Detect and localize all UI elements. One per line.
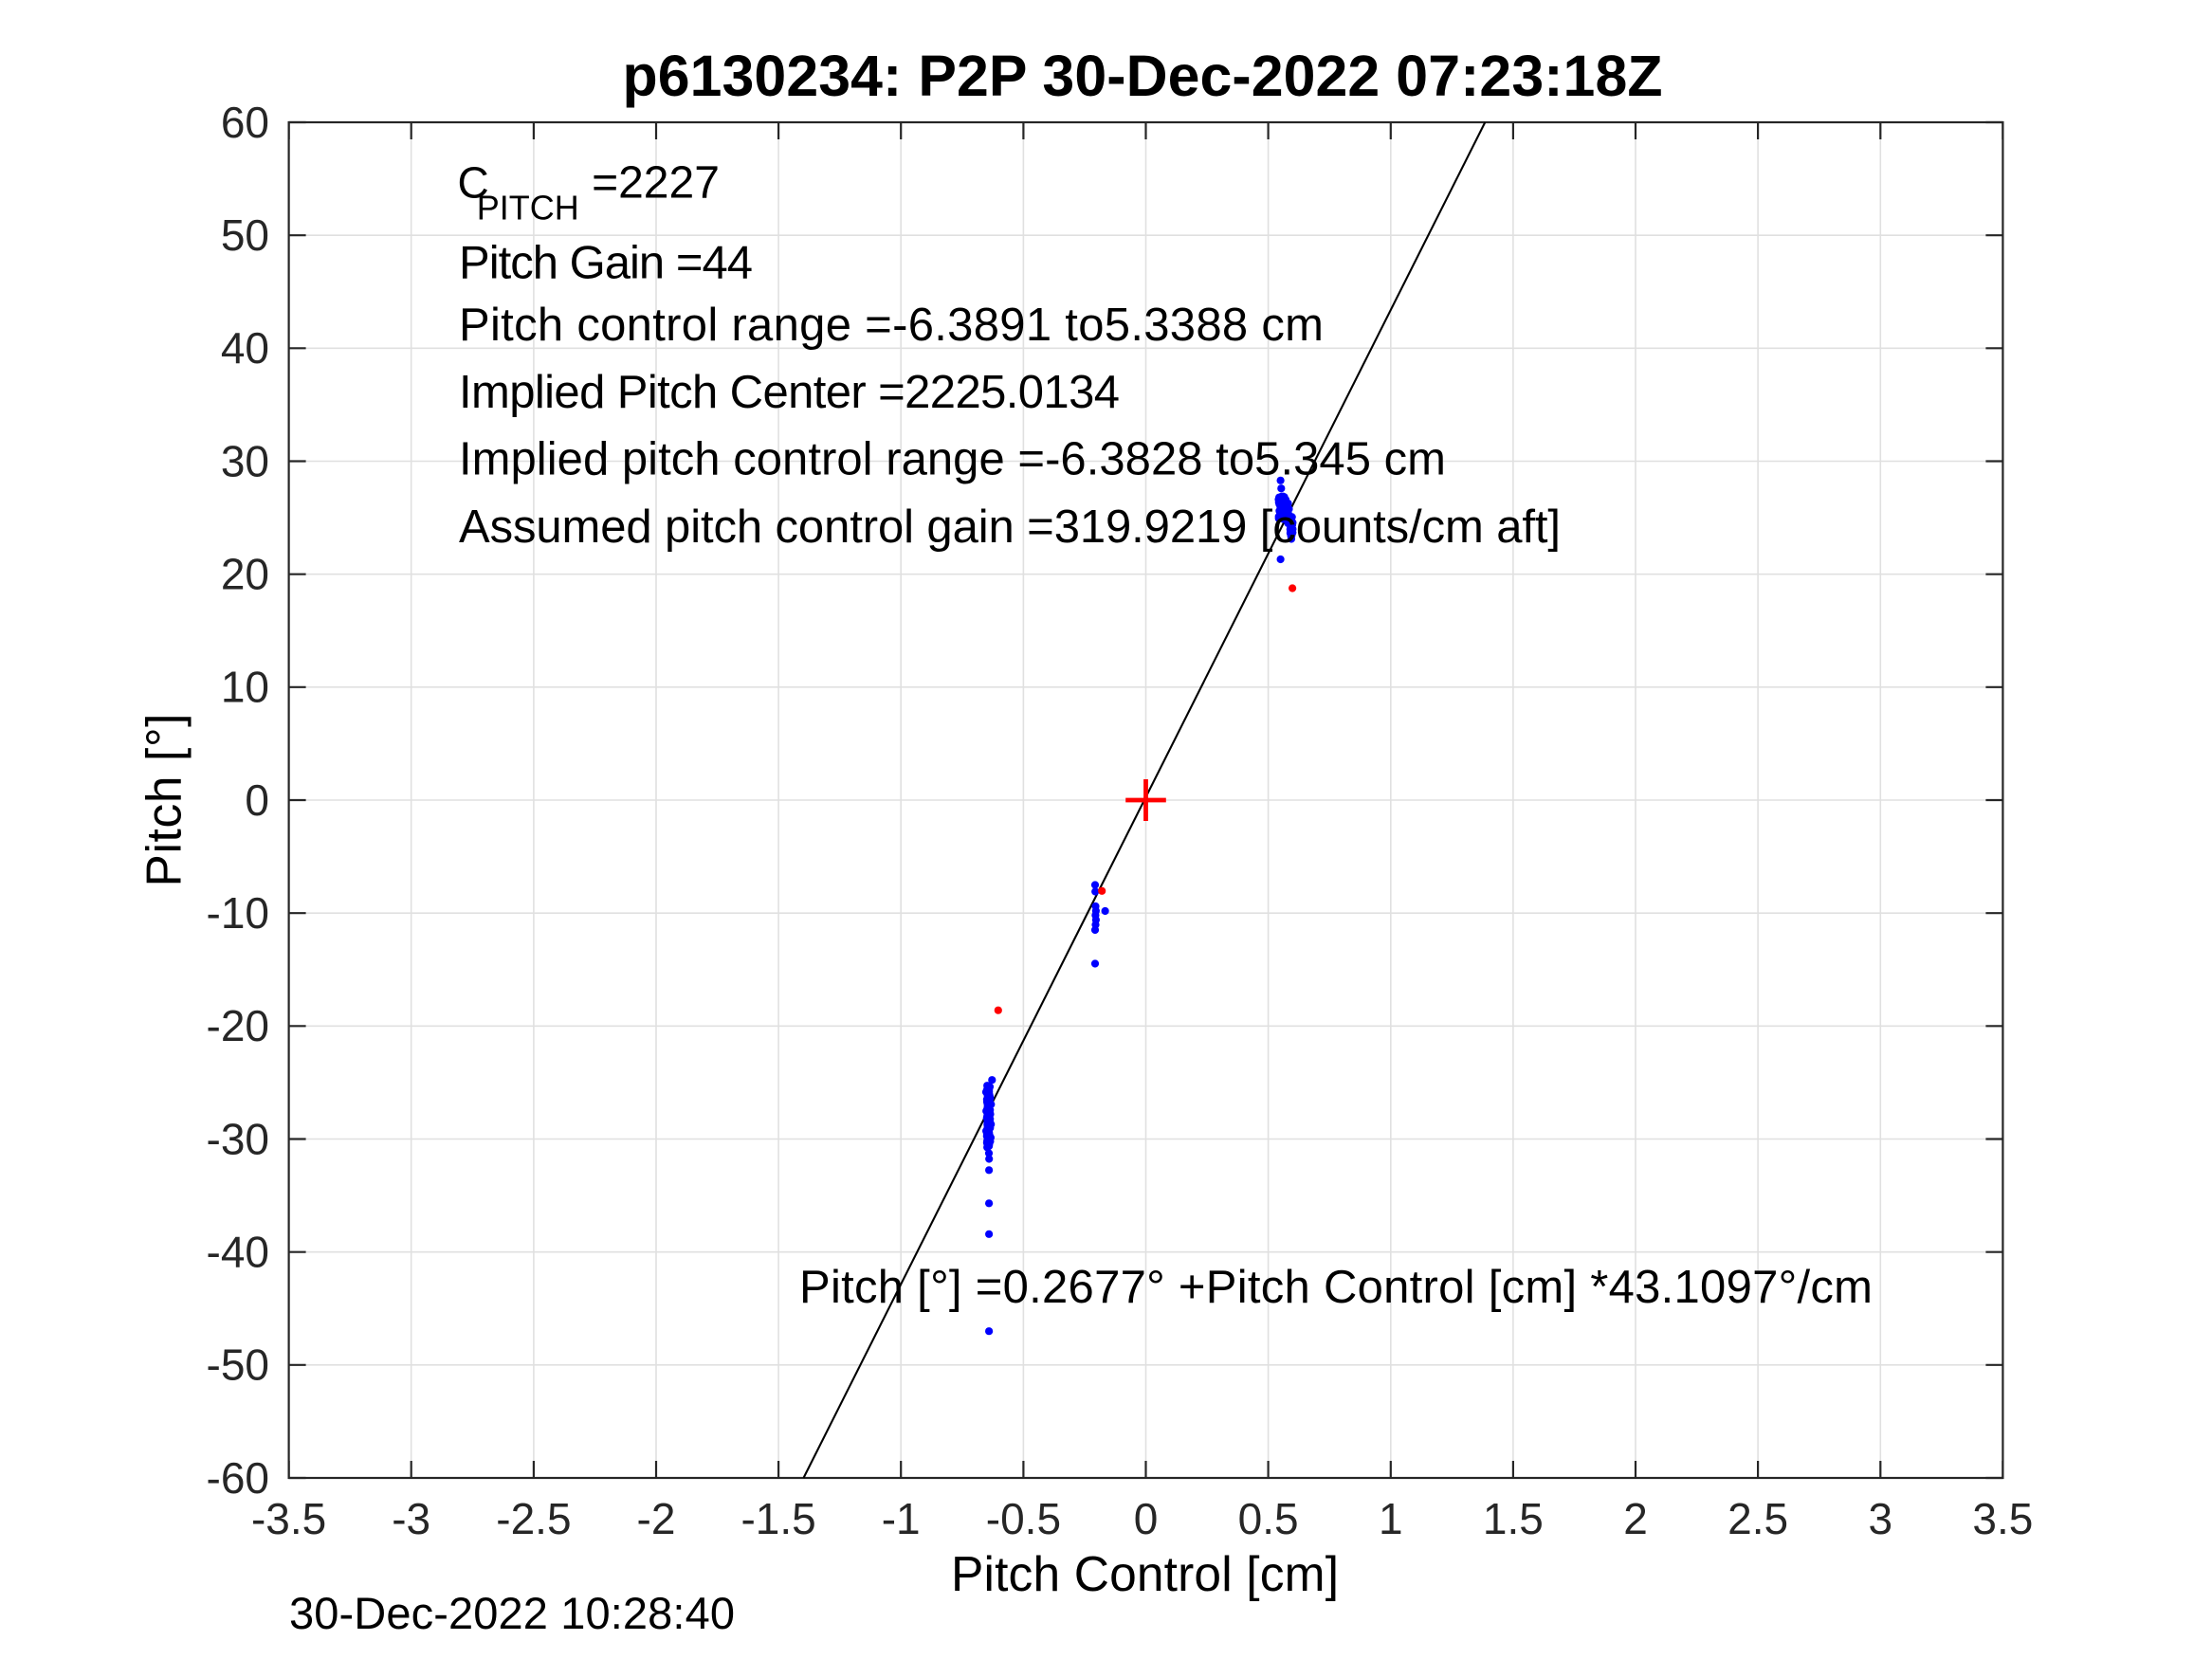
svg-text:Pitch Gain =44: Pitch Gain =44 xyxy=(459,238,753,289)
svg-text:60: 60 xyxy=(221,98,269,147)
svg-text:Assumed pitch control gain =31: Assumed pitch control gain =319.9219 [co… xyxy=(459,501,1561,553)
svg-text:-40: -40 xyxy=(207,1228,269,1277)
svg-text:Implied Pitch Center =2225.013: Implied Pitch Center =2225.0134 xyxy=(459,367,1120,418)
svg-text:-0.5: -0.5 xyxy=(986,1494,1061,1543)
svg-text:-3: -3 xyxy=(392,1494,430,1543)
svg-text:-2: -2 xyxy=(637,1494,676,1543)
svg-text:-60: -60 xyxy=(207,1453,269,1503)
svg-text:30-Dec-2022 10:28:40: 30-Dec-2022 10:28:40 xyxy=(289,1588,735,1638)
svg-text:20: 20 xyxy=(221,550,269,599)
svg-text:0.5: 0.5 xyxy=(1238,1494,1299,1543)
svg-text:-2.5: -2.5 xyxy=(496,1494,571,1543)
svg-text:-1: -1 xyxy=(882,1494,921,1543)
svg-text:3.5: 3.5 xyxy=(1972,1494,2033,1543)
svg-text:Pitch [°]: Pitch [°] xyxy=(137,714,192,887)
svg-text:0: 0 xyxy=(1134,1494,1159,1543)
svg-text:40: 40 xyxy=(221,323,269,373)
svg-text:-1.5: -1.5 xyxy=(740,1494,815,1543)
svg-text:50: 50 xyxy=(221,210,269,260)
svg-text:-20: -20 xyxy=(207,1001,269,1050)
svg-text:-30: -30 xyxy=(207,1114,269,1163)
svg-text:1.5: 1.5 xyxy=(1483,1494,1544,1543)
svg-text:-3.5: -3.5 xyxy=(251,1494,326,1543)
svg-text:10: 10 xyxy=(221,663,269,712)
svg-text:Pitch [°] =0.2677° +Pitch Cont: Pitch [°] =0.2677° +Pitch Control [cm] *… xyxy=(799,1262,1873,1313)
svg-text:3: 3 xyxy=(1869,1494,1893,1543)
svg-text:1: 1 xyxy=(1379,1494,1403,1543)
svg-text:-50: -50 xyxy=(207,1340,269,1390)
svg-text:30: 30 xyxy=(221,436,269,485)
svg-text:2: 2 xyxy=(1623,1494,1648,1543)
svg-text:p6130234: P2P 30-Dec-2022 07:2: p6130234: P2P 30-Dec-2022 07:23:18Z xyxy=(623,44,1663,108)
svg-text:Implied pitch control range =-: Implied pitch control range =-6.3828 to5… xyxy=(459,433,1446,484)
svg-text:Pitch control range =-6.3891 t: Pitch control range =-6.3891 to5.3388 cm xyxy=(459,300,1324,351)
svg-text:0: 0 xyxy=(245,775,269,825)
svg-text:2.5: 2.5 xyxy=(1728,1494,1788,1543)
svg-text:Pitch Control [cm]: Pitch Control [cm] xyxy=(951,1546,1339,1601)
svg-text:-10: -10 xyxy=(207,888,269,938)
